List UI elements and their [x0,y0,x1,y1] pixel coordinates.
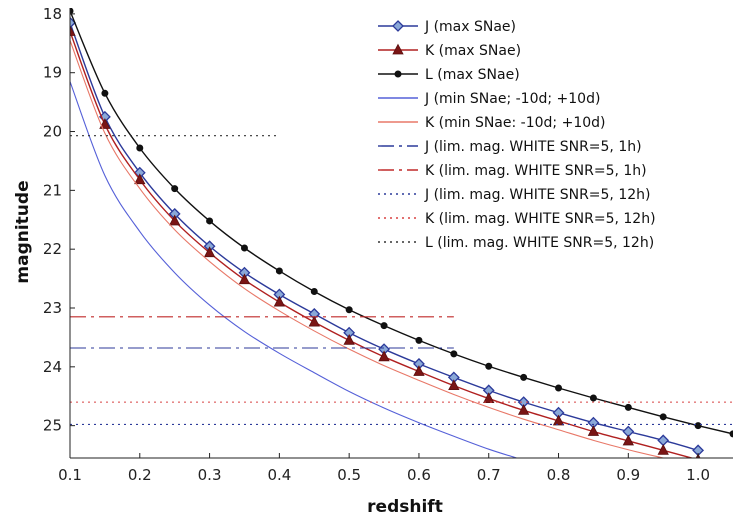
legend-entry-6: K (lim. mag. WHITE SNR=5, 1h) [378,163,647,179]
series-2-point-9 [380,322,388,330]
series-1-point-0 [70,25,76,36]
series-1-point-17 [657,443,669,455]
y-axis-title: magnitude [13,180,33,283]
ticks-layer: 0.1 0.2 0.3 0.4 0.5 0.6 0.7 0.8 0.9 1.0 18 19 20 21 22… [43,5,710,484]
legend-entry-9: L (lim. mag. WHITE SNR=5, 12h) [378,235,654,251]
x-tick-label: 0.9 [616,466,640,484]
x-tick-label: 0.2 [128,466,152,484]
x-tick-label: 0.6 [407,466,431,484]
series-4 [70,40,664,458]
x-tick-label: 0.3 [198,466,222,484]
series-2-point-12 [485,362,493,370]
legend-entry-3: J (min SNae; -10d; +10d) [378,91,600,107]
series-2-point-5 [240,244,248,252]
series-2-point-17 [659,413,667,421]
series-1-point-12 [483,392,495,403]
legend-marker [392,43,404,55]
y-tick-label: 23 [43,299,62,317]
y-tick-label: 19 [43,64,62,82]
series-2-point-11 [450,350,458,358]
series-1-point-2 [134,173,146,185]
series-2-point-14 [555,384,563,392]
y-tick-label: 18 [43,5,62,23]
series-1-point-5 [238,273,251,285]
legend-label: K (min SNae: -10d; +10d) [425,115,605,131]
x-axis-title: redshift [367,497,443,517]
series-1-point-8 [343,333,355,345]
x-tick-label: 0.1 [58,466,82,484]
series-1-point-4 [203,246,216,258]
legend-entry-1: K (max SNae) [378,43,521,59]
axes-layer [69,8,733,459]
x-tick-label: 0.7 [477,466,501,484]
series-2-point-1 [101,89,109,97]
series-2 [70,8,733,438]
series-0-point-0 [70,16,76,29]
series-2-point-4 [206,217,214,225]
legend-label: K (max SNae) [425,43,521,59]
x-tick-label: 0.8 [547,466,571,484]
series-2-point-8 [345,306,353,314]
series-1 [70,25,701,458]
y-tick-label: 20 [43,123,62,141]
y-tick-label: 25 [43,417,62,435]
legend: J (max SNae) K (max SNae) L (max SNae) J (m… [378,19,656,251]
y-tick-label: 24 [43,358,62,376]
series-2-point-7 [310,288,318,296]
legend-label: J (min SNae; -10d; +10d) [424,91,600,107]
series-3 [70,81,517,458]
series-1-point-13 [517,403,530,415]
legend-label: J (lim. mag. WHITE SNR=5, 1h) [424,139,642,155]
y-tick-label: 21 [43,181,62,199]
legend-label: L (lim. mag. WHITE SNR=5, 12h) [425,235,654,251]
legend-entry-5: J (lim. mag. WHITE SNR=5, 1h) [378,139,642,155]
series-layer [70,8,733,458]
x-tick-label: 0.4 [267,466,291,484]
series-2-point-3 [171,185,179,193]
series-1-point-3 [169,214,181,226]
series-line-3 [70,81,517,458]
series-2-point-13 [520,373,528,381]
legend-label: L (max SNae) [425,67,520,83]
y-tick-label: 22 [43,240,62,258]
legend-entry-7: J (lim. mag. WHITE SNR=5, 12h) [378,187,650,203]
x-tick-label: 1.0 [686,466,710,484]
legend-label: K (lim. mag. WHITE SNR=5, 12h) [425,211,656,227]
series-2-point-10 [415,336,423,344]
series-2-point-16 [624,403,632,411]
series-line-4 [70,40,664,458]
legend-label: J (lim. mag. WHITE SNR=5, 12h) [424,187,650,203]
series-2-point-19 [729,430,733,438]
series-1-point-11 [448,379,460,391]
legend-label: J (max SNae) [424,19,516,35]
legend-marker [394,70,402,78]
series-1-point-14 [552,414,565,426]
x-tick-label: 0.5 [337,466,361,484]
series-2-point-6 [275,267,283,275]
legend-entry-0: J (max SNae) [378,19,516,35]
series-2-point-15 [589,394,597,402]
series-1-point-1 [99,118,111,129]
series-2-point-18 [694,422,702,430]
legend-entry-2: L (max SNae) [378,67,520,83]
legend-marker [392,20,404,32]
legend-entry-8: K (lim. mag. WHITE SNR=5, 12h) [378,211,656,227]
series-2-point-0 [70,8,74,15]
legend-entry-4: K (min SNae: -10d; +10d) [378,115,605,131]
series-1-point-6 [273,295,286,307]
series-1-point-10 [413,365,425,376]
legend-label: K (lim. mag. WHITE SNR=5, 1h) [425,163,647,179]
series-1-point-9 [378,350,390,362]
series-2-point-2 [136,144,144,152]
series-1-point-7 [308,315,320,327]
series-1-point-15 [587,425,600,436]
series-1-point-16 [622,434,634,446]
